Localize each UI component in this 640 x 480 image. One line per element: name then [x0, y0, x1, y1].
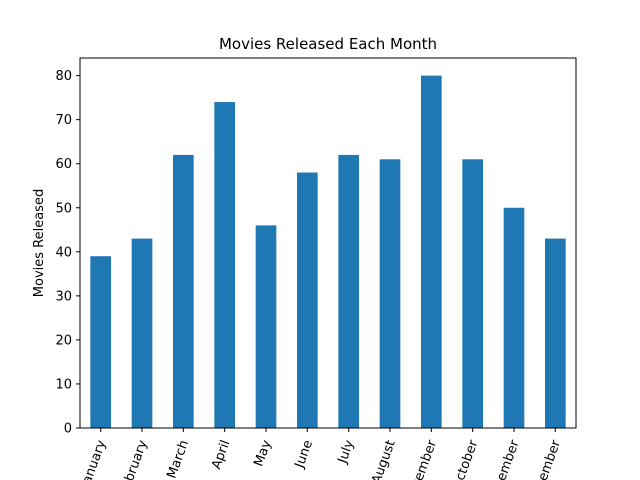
x-tick-label-december: December: [527, 438, 564, 480]
bar-april: [214, 102, 235, 429]
x-tick-label-april: April: [209, 438, 233, 471]
x-tick-label-august: August: [369, 438, 399, 480]
y-tick-label: 50: [55, 201, 72, 216]
y-tick-label: 80: [55, 69, 72, 84]
bar-july: [338, 154, 359, 428]
y-tick-label: 20: [55, 333, 72, 348]
x-tick-label-september: September: [401, 438, 440, 480]
bar-may: [255, 225, 277, 428]
x-axis: January February March April May June July Augu…: [78, 428, 564, 480]
bar-august: [379, 159, 401, 428]
y-axis: 0 10 20 30 40 50 60 70 80: [55, 69, 80, 437]
bar-october: [462, 159, 483, 428]
y-tick-label: 40: [55, 245, 72, 260]
y-tick-label: 10: [55, 377, 72, 392]
bar-september: [421, 75, 442, 429]
bar-december: [545, 238, 566, 428]
bar-february: [131, 238, 153, 428]
bar-march: [173, 154, 194, 428]
y-tick-label: 60: [55, 157, 72, 172]
bars-group: [90, 75, 566, 429]
bar-november: [503, 207, 525, 428]
x-tick-label-july: July: [335, 438, 358, 466]
x-tick-label-february: February: [117, 438, 151, 480]
x-tick-label-june: June: [292, 438, 316, 471]
x-tick-label-october: October: [450, 438, 482, 480]
x-tick-label-november: November: [486, 438, 523, 480]
bar-january: [90, 256, 111, 428]
x-tick-label-march: March: [164, 438, 192, 480]
y-tick-label: 70: [55, 113, 72, 128]
plot-frame: [79, 57, 577, 429]
y-tick-label: 30: [55, 289, 72, 304]
y-axis-label: Movies Released: [32, 189, 47, 297]
y-tick-label: 0: [64, 422, 72, 437]
chart-title: Movies Released Each Month: [219, 35, 437, 53]
bar-june: [297, 172, 318, 428]
x-tick-label-may: May: [251, 438, 274, 469]
x-tick-label-january: January: [78, 438, 109, 480]
